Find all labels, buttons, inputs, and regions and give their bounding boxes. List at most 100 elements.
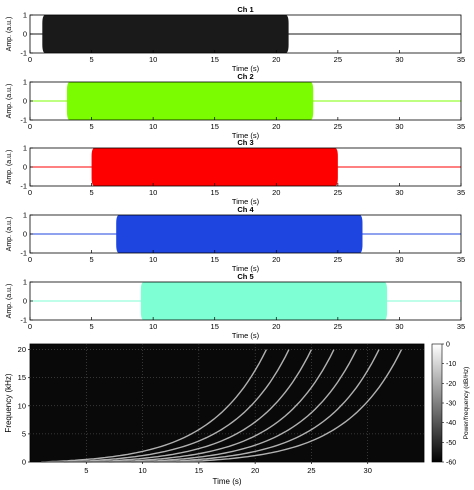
y-tick-label: 20 bbox=[18, 345, 26, 354]
x-tick-label: 30 bbox=[364, 466, 372, 475]
y-tick-label: -1 bbox=[20, 316, 27, 325]
colorbar-gradient bbox=[431, 343, 443, 463]
colorbar-tick-label: -30 bbox=[446, 401, 456, 408]
x-tick-label: 25 bbox=[334, 188, 342, 197]
x-tick-label: 15 bbox=[211, 255, 219, 264]
x-tick-label: 10 bbox=[149, 255, 157, 264]
x-tick-label: 35 bbox=[457, 122, 465, 131]
chirp-curve bbox=[176, 349, 403, 463]
x-tick-label: 15 bbox=[211, 188, 219, 197]
x-tick-label: 20 bbox=[272, 55, 280, 64]
x-tick-label: 5 bbox=[84, 466, 88, 475]
x-tick-label: 15 bbox=[211, 322, 219, 331]
x-axis-label: Time (s) bbox=[232, 64, 260, 73]
signal-burst bbox=[116, 215, 363, 253]
signal-burst bbox=[66, 82, 314, 120]
colorbar-label: Power/frequency (dB/Hz) bbox=[463, 367, 470, 440]
x-tick-label: 25 bbox=[307, 466, 315, 475]
panel-title: Ch 5 bbox=[237, 272, 253, 281]
y-tick-label: -1 bbox=[20, 116, 27, 125]
chirp-curve bbox=[108, 349, 335, 463]
x-tick-label: 25 bbox=[334, 122, 342, 131]
x-tick-label: 20 bbox=[251, 466, 259, 475]
x-axis-label: Time (s) bbox=[232, 331, 260, 340]
y-axis-label: Amp. (a.u.) bbox=[6, 217, 13, 252]
signal-burst bbox=[91, 148, 338, 186]
y-tick-label: 10 bbox=[18, 401, 26, 410]
panel-title: Ch 2 bbox=[237, 72, 253, 81]
x-axis-label: Time (s) bbox=[232, 131, 260, 140]
x-tick-label: 15 bbox=[211, 122, 219, 131]
y-tick-label: -1 bbox=[20, 49, 27, 58]
x-tick-label: 5 bbox=[89, 255, 93, 264]
x-tick-label: 20 bbox=[272, 322, 280, 331]
panel-title: Ch 4 bbox=[237, 205, 254, 214]
x-tick-label: 0 bbox=[28, 55, 32, 64]
colorbar: 0 -10 -20 -30 -40 -50 -60 Power/frequency (dB/H… bbox=[431, 342, 470, 467]
y-tick-label: 1 bbox=[23, 278, 27, 287]
x-tick-label: 5 bbox=[89, 188, 93, 197]
signal-burst bbox=[140, 282, 388, 320]
x-tick-label: 30 bbox=[395, 122, 403, 131]
spectrogram-frame bbox=[29, 343, 425, 463]
y-axis-label: Amp. (a.u.) bbox=[6, 17, 13, 52]
chirp-curve bbox=[41, 349, 268, 463]
y-tick-label: 0 bbox=[23, 97, 27, 106]
y-tick-label: 0 bbox=[23, 30, 27, 39]
x-tick-label: 10 bbox=[149, 55, 157, 64]
spectrogram-panel: 5 10 15 20 25 30 0 5 10 15 20 Time (s) Frequency (kH… bbox=[4, 343, 425, 486]
chirp-curve bbox=[153, 349, 380, 463]
colorbar-tick-label: -20 bbox=[446, 381, 456, 388]
y-tick-label: 0 bbox=[22, 458, 26, 467]
x-tick-label: 10 bbox=[149, 322, 157, 331]
x-tick-label: 0 bbox=[28, 122, 32, 131]
y-tick-label: 1 bbox=[23, 78, 27, 87]
chirp-curve bbox=[63, 349, 290, 463]
y-tick-label: 0 bbox=[23, 163, 27, 172]
colorbar-tick-label: 0 bbox=[446, 342, 450, 349]
x-tick-label: 20 bbox=[272, 255, 280, 264]
y-tick-label: 0 bbox=[23, 297, 27, 306]
panel-title: Ch 3 bbox=[237, 138, 253, 147]
x-tick-label: 30 bbox=[395, 255, 403, 264]
x-tick-label: 10 bbox=[138, 466, 146, 475]
x-tick-label: 35 bbox=[457, 255, 465, 264]
x-tick-label: 30 bbox=[395, 322, 403, 331]
x-tick-label: 25 bbox=[334, 322, 342, 331]
x-tick-label: 15 bbox=[195, 466, 203, 475]
x-tick-label: 20 bbox=[272, 122, 280, 131]
x-tick-label: 30 bbox=[395, 55, 403, 64]
y-tick-label: 0 bbox=[23, 230, 27, 239]
y-axis-label: Amp. (a.u.) bbox=[6, 284, 13, 319]
y-tick-label: 1 bbox=[23, 11, 27, 20]
panel-title: Ch 1 bbox=[237, 5, 253, 14]
x-axis-label: Time (s) bbox=[212, 477, 241, 486]
x-tick-label: 35 bbox=[457, 188, 465, 197]
chirp-curve bbox=[131, 349, 358, 463]
x-tick-label: 35 bbox=[457, 55, 465, 64]
x-tick-label: 35 bbox=[457, 322, 465, 331]
x-tick-label: 5 bbox=[89, 55, 93, 64]
y-tick-label: 15 bbox=[18, 373, 26, 382]
y-tick-label: 5 bbox=[22, 429, 26, 438]
x-axis-label: Time (s) bbox=[232, 264, 260, 273]
x-tick-label: 20 bbox=[272, 188, 280, 197]
y-axis-label: Amp. (a.u.) bbox=[6, 150, 13, 185]
x-tick-label: 0 bbox=[28, 322, 32, 331]
x-tick-label: 25 bbox=[334, 55, 342, 64]
x-tick-label: 25 bbox=[334, 255, 342, 264]
y-tick-label: 1 bbox=[23, 144, 27, 153]
x-tick-label: 15 bbox=[211, 55, 219, 64]
y-axis-label: Amp. (a.u.) bbox=[6, 84, 13, 119]
x-axis-label: Time (s) bbox=[232, 197, 260, 206]
y-tick-label: 1 bbox=[23, 211, 27, 220]
y-axis-label: Frequency (kHz) bbox=[4, 373, 13, 432]
colorbar-tick-label: -40 bbox=[446, 420, 456, 427]
colorbar-tick-label: -60 bbox=[446, 460, 456, 467]
